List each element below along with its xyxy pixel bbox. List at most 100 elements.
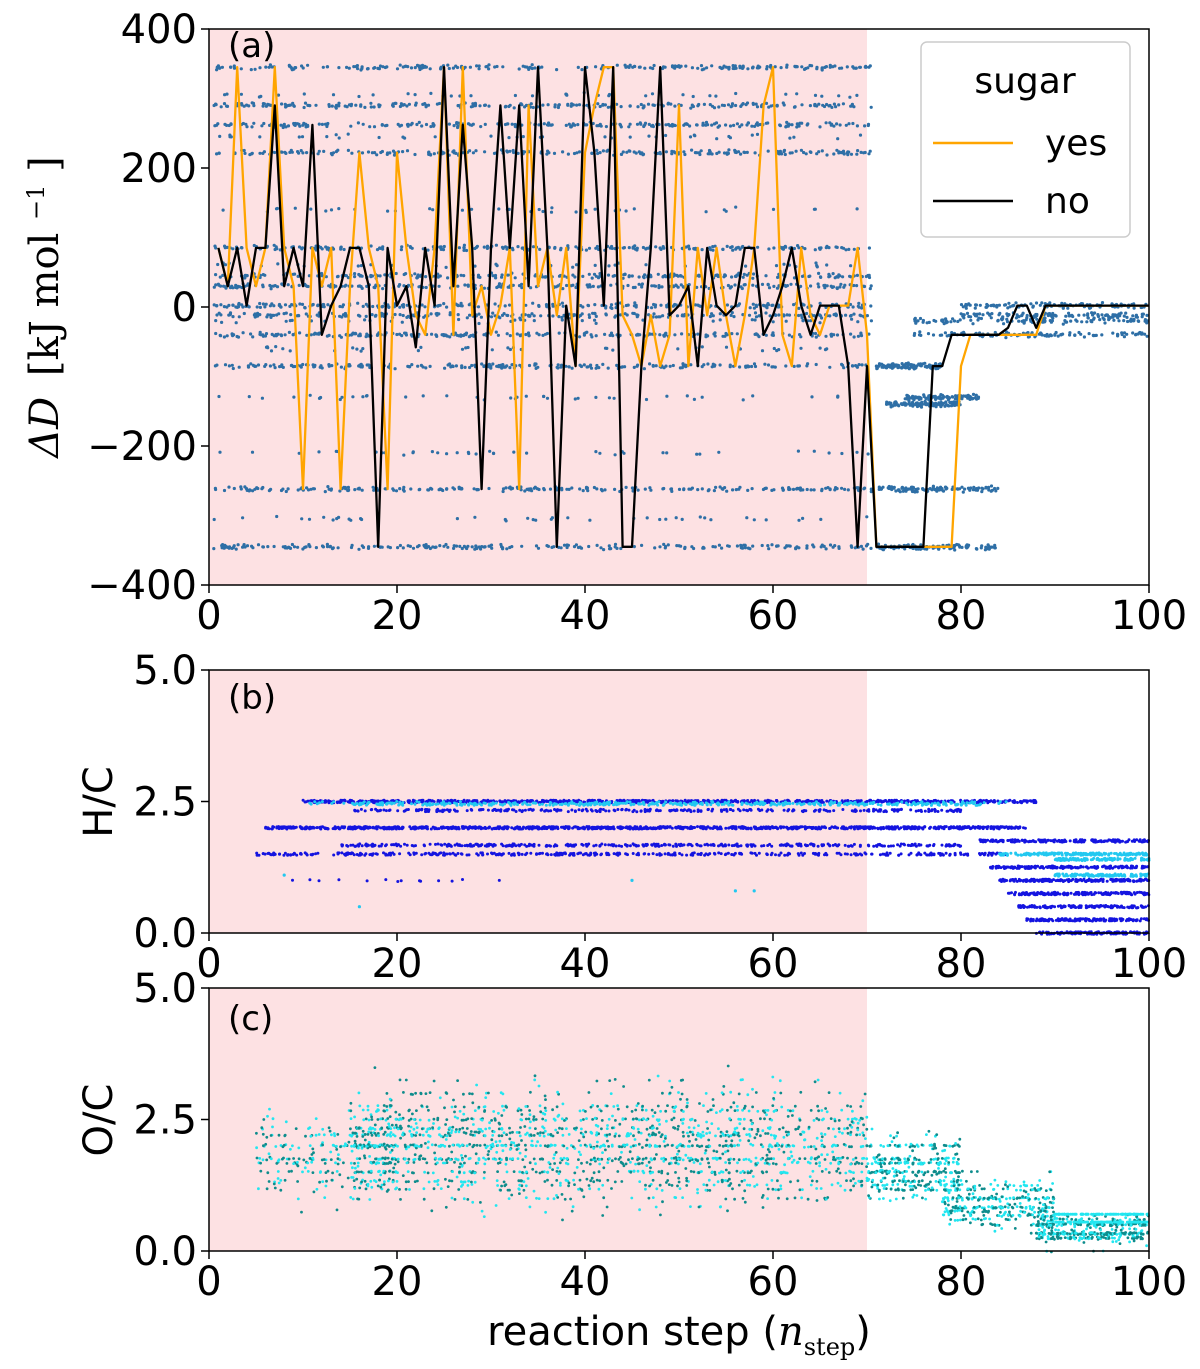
- scatter-point: [515, 332, 519, 336]
- scatter-point: [718, 312, 722, 316]
- scatter-point: [1005, 317, 1009, 321]
- scatter-point: [959, 312, 963, 316]
- scatter-point: [527, 488, 531, 492]
- scatter-point: [825, 347, 829, 351]
- scatter-point: [765, 67, 769, 71]
- scatter-point: [855, 152, 859, 156]
- scatter-point: [424, 366, 428, 370]
- scatter-point: [1088, 306, 1092, 310]
- scatter-point: [556, 105, 561, 110]
- scatter-point: [894, 363, 899, 367]
- scatter-point: [849, 313, 853, 318]
- scatter-point: [247, 395, 251, 399]
- scatter-point: [664, 517, 668, 521]
- scatter-point: [783, 152, 787, 157]
- legend-no-label: no: [1045, 181, 1090, 222]
- scatter-point: [303, 545, 307, 550]
- scatter-point: [445, 452, 449, 456]
- scatter-point: [349, 104, 353, 108]
- scatter-point: [585, 330, 589, 334]
- scatter-point: [944, 319, 948, 323]
- scatter-point: [545, 331, 550, 336]
- scatter-point: [223, 263, 228, 267]
- scatter-point: [581, 274, 585, 278]
- scatter-point: [557, 331, 561, 335]
- scatter-point: [818, 313, 822, 317]
- scatter-point: [550, 123, 554, 127]
- scatter-point: [225, 92, 229, 96]
- scatter-point: [715, 137, 719, 141]
- scatter-point: [596, 102, 600, 106]
- scatter-point: [625, 150, 629, 154]
- scatter-point: [747, 313, 752, 317]
- scatter-point: [448, 362, 452, 366]
- scatter-point: [587, 544, 591, 549]
- scatter-point: [1098, 318, 1102, 322]
- scatter-point: [336, 546, 340, 550]
- scatter-point: [572, 151, 577, 156]
- scatter-point: [745, 516, 749, 520]
- scatter-point: [718, 363, 722, 367]
- scatter-point: [1137, 319, 1141, 323]
- scatter-point: [1082, 313, 1086, 317]
- scatter-point: [640, 543, 644, 548]
- scatter-point: [819, 545, 823, 549]
- scatter-point: [857, 363, 861, 367]
- scatter-point: [973, 306, 977, 310]
- scatter-point: [845, 65, 849, 69]
- scatter-point: [858, 133, 863, 137]
- scatter-point: [417, 285, 421, 289]
- scatter-point: [398, 305, 402, 309]
- scatter-point: [799, 148, 804, 152]
- scatter-point: [437, 488, 441, 492]
- scatter-point: [337, 104, 341, 108]
- scatter-point: [401, 103, 405, 107]
- scatter-point: [237, 315, 241, 319]
- scatter-point: [366, 334, 370, 338]
- scatter-point: [378, 246, 382, 250]
- scatter-point: [832, 152, 836, 156]
- scatter-point: [574, 210, 578, 214]
- scatter-point: [319, 395, 323, 400]
- scatter-point: [607, 264, 611, 268]
- scatter-point: [588, 518, 592, 522]
- scatter-point: [394, 271, 398, 276]
- scatter-point: [727, 134, 731, 139]
- scatter-point: [981, 313, 985, 317]
- scatter-point: [301, 362, 305, 367]
- scatter-point: [671, 363, 675, 368]
- scatter-point: [922, 394, 926, 399]
- scatter-point: [405, 104, 409, 108]
- scatter-point: [869, 319, 874, 323]
- scatter-point: [790, 123, 794, 127]
- scatter-point: [707, 488, 711, 492]
- scatter-point: [720, 66, 724, 71]
- scatter-point: [860, 363, 864, 367]
- scatter-point: [275, 313, 279, 317]
- scatter-point: [711, 319, 715, 323]
- scatter-point: [822, 104, 827, 109]
- scatter-point: [501, 546, 505, 550]
- scatter-point: [814, 335, 818, 339]
- scatter-point: [774, 264, 779, 268]
- scatter-point: [952, 403, 956, 407]
- scatter-point: [847, 122, 851, 126]
- scatter-point: [739, 543, 743, 548]
- scatter-point: [626, 283, 630, 288]
- y-tick-label: 200: [121, 146, 197, 192]
- scatter-point: [613, 487, 617, 491]
- scatter-point: [606, 148, 610, 152]
- scatter-point: [455, 121, 459, 126]
- scatter-point: [606, 366, 610, 370]
- scatter-point: [494, 276, 498, 280]
- scatter-point: [1070, 313, 1074, 317]
- scatter-point: [378, 103, 382, 107]
- scatter-point: [1034, 301, 1039, 305]
- scatter-point: [921, 487, 925, 491]
- scatter-point: [820, 149, 824, 153]
- scatter-point: [855, 207, 859, 211]
- scatter-point: [852, 247, 856, 251]
- scatter-point: [234, 321, 238, 325]
- scatter-point: [608, 246, 613, 250]
- scatter-point: [800, 121, 804, 125]
